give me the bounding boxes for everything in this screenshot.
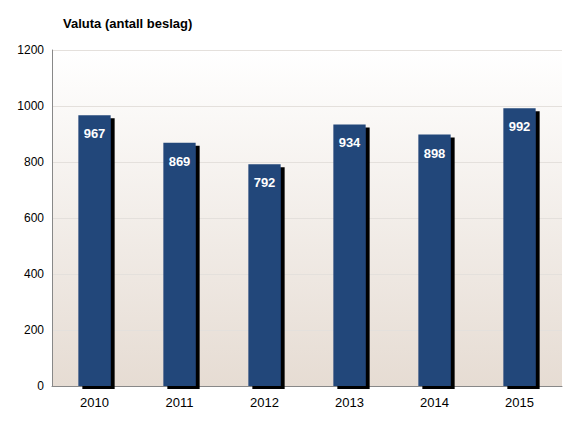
svg-text:869: 869 — [169, 154, 191, 169]
svg-text:792: 792 — [254, 175, 276, 190]
svg-text:400: 400 — [24, 267, 44, 281]
svg-text:2011: 2011 — [166, 395, 194, 410]
svg-text:2010: 2010 — [80, 395, 109, 410]
svg-text:2014: 2014 — [420, 395, 449, 410]
svg-text:800: 800 — [24, 155, 44, 169]
svg-text:200: 200 — [24, 323, 44, 337]
svg-text:2012: 2012 — [250, 395, 279, 410]
svg-text:Valuta (antall beslag): Valuta (antall beslag) — [63, 16, 192, 31]
svg-text:934: 934 — [339, 135, 361, 150]
svg-text:1000: 1000 — [17, 99, 44, 113]
svg-text:898: 898 — [424, 146, 446, 161]
svg-text:0: 0 — [37, 379, 44, 393]
svg-text:2015: 2015 — [505, 395, 534, 410]
svg-text:992: 992 — [509, 119, 531, 134]
svg-text:1200: 1200 — [17, 43, 44, 57]
svg-text:600: 600 — [24, 211, 44, 225]
svg-text:2013: 2013 — [335, 395, 364, 410]
svg-text:967: 967 — [84, 126, 106, 141]
